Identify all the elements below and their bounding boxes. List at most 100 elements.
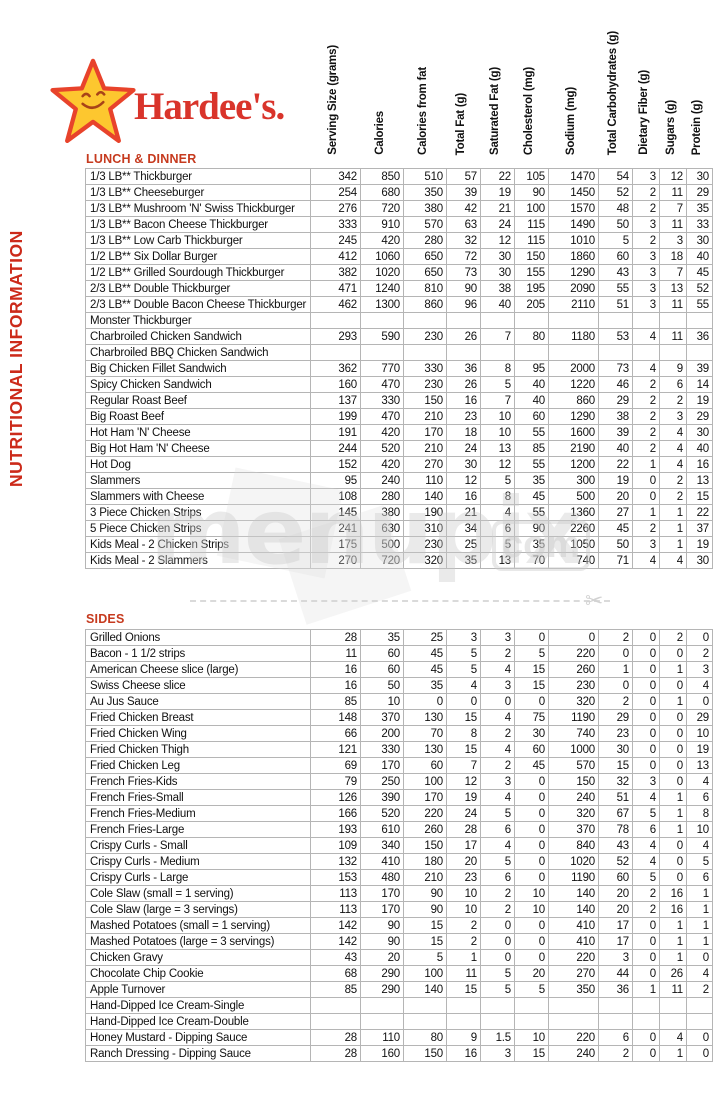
value-cell: 51 xyxy=(598,296,633,313)
item-name-cell: Swiss Cheese slice xyxy=(85,677,311,694)
value-cell: 50 xyxy=(598,536,633,553)
value-cell: 2 xyxy=(632,184,660,201)
item-name-cell: Charbroiled BBQ Chicken Sandwich xyxy=(85,344,311,361)
value-cell: 180 xyxy=(403,853,447,870)
value-cell: 1200 xyxy=(548,456,599,473)
value-cell: 115 xyxy=(514,232,549,249)
item-name-cell: Kids Meal - 2 Chicken Strips xyxy=(85,536,311,553)
value-cell: 30 xyxy=(480,264,515,281)
item-name-cell: Hand-Dipped Ice Cream-Single xyxy=(85,997,311,1014)
value-cell: 260 xyxy=(548,661,599,678)
value-cell: 1 xyxy=(659,933,687,950)
column-header: Serving Size (grams) xyxy=(327,45,339,155)
value-cell xyxy=(548,997,599,1014)
value-cell: 16 xyxy=(310,661,361,678)
value-cell: 0 xyxy=(480,949,515,966)
value-cell: 200 xyxy=(360,725,404,742)
item-name-cell: Slammers xyxy=(85,472,311,489)
value-cell: 3 xyxy=(659,408,687,425)
value-cell: 320 xyxy=(548,693,599,710)
value-cell xyxy=(480,1013,515,1030)
menu-item-row: French Fries-Large 193 610 260 28 6 0 370 78 6 1 10 xyxy=(85,821,713,838)
value-cell: 260 xyxy=(403,821,447,838)
value-cell: 8 xyxy=(446,725,481,742)
value-cell: 90 xyxy=(403,885,447,902)
value-cell: 1000 xyxy=(548,741,599,758)
value-cell: 650 xyxy=(403,248,447,265)
value-cell: 2 xyxy=(686,981,713,998)
value-cell: 35 xyxy=(514,472,549,489)
value-cell: 0 xyxy=(632,645,660,662)
value-cell: 1860 xyxy=(548,248,599,265)
value-cell: 1020 xyxy=(360,264,404,281)
value-cell: 109 xyxy=(310,837,361,854)
value-cell xyxy=(360,1013,404,1030)
value-cell: 370 xyxy=(548,821,599,838)
menu-item-row: 2/3 LB** Double Thickburger 471 1240 810 90 3… xyxy=(85,280,713,297)
item-name-cell: French Fries-Small xyxy=(85,789,311,806)
value-cell: 0 xyxy=(480,933,515,950)
value-cell: 3 xyxy=(632,248,660,265)
value-cell: 230 xyxy=(403,536,447,553)
value-cell xyxy=(632,997,660,1014)
value-cell: 5 xyxy=(480,853,515,870)
value-cell: 30 xyxy=(514,725,549,742)
value-cell: 21 xyxy=(480,200,515,217)
value-cell: 10 xyxy=(360,693,404,710)
value-cell: 2 xyxy=(598,629,633,646)
value-cell: 121 xyxy=(310,741,361,758)
item-name-cell: Charbroiled Chicken Sandwich xyxy=(85,328,311,345)
value-cell: 142 xyxy=(310,933,361,950)
value-cell: 3 xyxy=(480,1045,515,1062)
value-cell: 3 xyxy=(659,232,687,249)
value-cell: 191 xyxy=(310,424,361,441)
menu-item-row: Fried Chicken Wing 66 200 70 8 2 30 740 23 0 0 10 xyxy=(85,725,713,742)
menu-item-row: Slammers 95 240 110 12 5 35 300 19 0 2 13 xyxy=(85,472,713,489)
value-cell: 6 xyxy=(632,821,660,838)
value-cell: 46 xyxy=(598,376,633,393)
value-cell: 510 xyxy=(403,168,447,185)
value-cell xyxy=(598,312,633,329)
value-cell xyxy=(659,997,687,1014)
value-cell: 0 xyxy=(632,917,660,934)
value-cell: 2 xyxy=(446,933,481,950)
value-cell: 2 xyxy=(632,232,660,249)
value-cell: 3 xyxy=(632,216,660,233)
value-cell: 10 xyxy=(480,408,515,425)
value-cell: 4 xyxy=(480,837,515,854)
item-name-cell: Au Jus Sauce xyxy=(85,693,311,710)
menu-item-row: Slammers with Cheese 108 280 140 16 8 45 500 20 0… xyxy=(85,488,713,505)
menu-item-row: Cole Slaw (large = 3 servings) 113 170 90 10… xyxy=(85,901,713,918)
value-cell xyxy=(446,997,481,1014)
value-cell: 40 xyxy=(686,248,713,265)
value-cell: 840 xyxy=(548,837,599,854)
menu-item-row: Hand-Dipped Ice Cream-Double xyxy=(85,1013,713,1030)
value-cell: 1010 xyxy=(548,232,599,249)
value-cell: 2 xyxy=(598,1045,633,1062)
item-name-cell: Big Hot Ham 'N' Cheese xyxy=(85,440,311,457)
value-cell: 4 xyxy=(480,741,515,758)
value-cell: 19 xyxy=(598,472,633,489)
value-cell xyxy=(632,344,660,361)
value-cell: 3 xyxy=(598,949,633,966)
value-cell: 2 xyxy=(632,901,660,918)
value-cell: 10 xyxy=(514,1029,549,1046)
value-cell: 85 xyxy=(310,981,361,998)
item-name-cell: Crispy Curls - Medium xyxy=(85,853,311,870)
value-cell: 4 xyxy=(686,677,713,694)
value-cell: 230 xyxy=(403,328,447,345)
menu-item-row: French Fries-Small 126 390 170 19 4 0 240 51 4 1 6 xyxy=(85,789,713,806)
value-cell: 0 xyxy=(659,645,687,662)
value-cell: 150 xyxy=(403,392,447,409)
value-cell: 20 xyxy=(598,901,633,918)
value-cell: 4 xyxy=(446,677,481,694)
value-cell: 3 xyxy=(446,629,481,646)
value-cell: 170 xyxy=(360,901,404,918)
value-cell: 362 xyxy=(310,360,361,377)
item-name-cell: Big Chicken Fillet Sandwich xyxy=(85,360,311,377)
value-cell: 10 xyxy=(686,821,713,838)
value-cell: 16 xyxy=(446,488,481,505)
value-cell: 2 xyxy=(686,645,713,662)
value-cell: 5 xyxy=(632,805,660,822)
value-cell: 210 xyxy=(403,440,447,457)
